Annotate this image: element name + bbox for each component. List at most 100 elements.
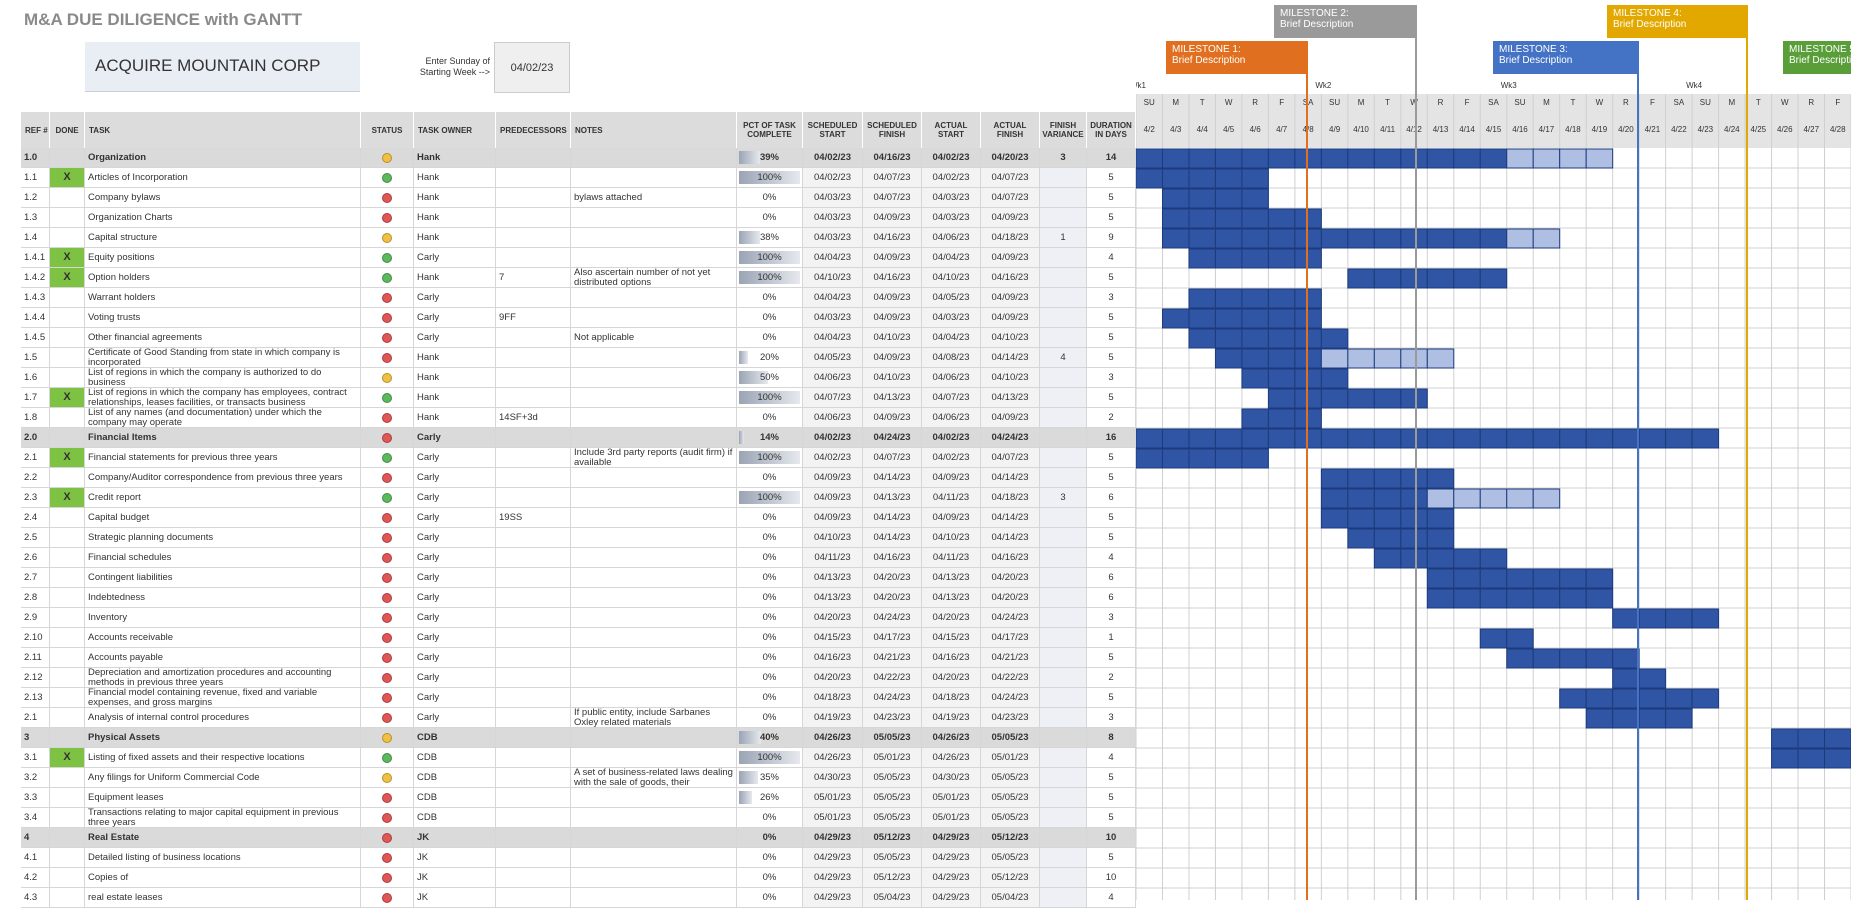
table-cell: 1.4 bbox=[21, 228, 50, 248]
gantt-cell-scheduled bbox=[1426, 228, 1455, 249]
gantt-cell-scheduled bbox=[1347, 268, 1375, 289]
table-cell bbox=[50, 628, 85, 648]
gantt-cell-scheduled bbox=[1347, 528, 1375, 549]
gantt-cell-scheduled bbox=[1426, 548, 1455, 569]
table-cell: Physical Assets bbox=[85, 728, 361, 748]
table-cell bbox=[571, 668, 737, 688]
status-dot bbox=[382, 452, 392, 463]
gantt-cell-scheduled bbox=[1638, 688, 1667, 709]
table-cell: 5 bbox=[1087, 328, 1136, 348]
column-header: FINISH VARIANCE bbox=[1040, 112, 1087, 148]
table-cell: 04/20/23 bbox=[922, 608, 981, 628]
table-cell bbox=[50, 688, 85, 708]
status-dot bbox=[382, 352, 392, 363]
table-cell: Carly bbox=[414, 548, 496, 568]
table-cell: 4 bbox=[1087, 888, 1136, 908]
status-cell bbox=[361, 408, 414, 428]
gantt-cell-scheduled bbox=[1294, 308, 1322, 329]
table-cell: 04/07/23 bbox=[981, 168, 1040, 188]
table-cell: 04/03/23 bbox=[922, 208, 981, 228]
table-cell: 5 bbox=[1087, 348, 1136, 368]
table-cell: 04/26/23 bbox=[803, 728, 863, 748]
table-cell bbox=[1040, 788, 1087, 808]
table-cell: 04/07/23 bbox=[981, 188, 1040, 208]
milestone-line bbox=[1746, 5, 1748, 900]
milestone-line bbox=[1415, 5, 1417, 900]
table-cell: 04/10/23 bbox=[922, 528, 981, 548]
gantt-cell-scheduled bbox=[1294, 368, 1322, 389]
pct-cell: 0% bbox=[737, 708, 803, 728]
gantt-cell-scheduled bbox=[1506, 588, 1534, 609]
pct-text: 0% bbox=[762, 611, 777, 623]
table-cell bbox=[1040, 308, 1087, 328]
gantt-cell-scheduled bbox=[1241, 448, 1269, 469]
table-cell: 5 bbox=[1087, 508, 1136, 528]
table-cell: 04/18/23 bbox=[981, 488, 1040, 508]
table-cell: 04/29/23 bbox=[922, 868, 981, 888]
table-cell: 04/24/23 bbox=[863, 428, 922, 448]
table-cell: 2.13 bbox=[21, 688, 50, 708]
table-cell bbox=[571, 288, 737, 308]
table-cell: 04/16/23 bbox=[803, 648, 863, 668]
table-cell: 04/07/23 bbox=[863, 448, 922, 468]
milestone: MILESTONE 1: Brief Description bbox=[1166, 41, 1308, 74]
table-cell: 04/13/23 bbox=[803, 588, 863, 608]
pct-cell: 0% bbox=[737, 508, 803, 528]
column-header: ACTUAL FINISH bbox=[981, 112, 1040, 148]
week-label: Wk4 bbox=[1686, 81, 1703, 90]
gantt-cell-scheduled bbox=[1320, 148, 1349, 169]
table-cell: 3.3 bbox=[21, 788, 50, 808]
gantt-cell-scheduled bbox=[1214, 148, 1243, 169]
gantt-cell-scheduled bbox=[1241, 188, 1269, 209]
table-cell: 04/29/23 bbox=[803, 828, 863, 848]
table-cell bbox=[571, 888, 737, 908]
day-label: R bbox=[1808, 98, 1814, 107]
table-cell bbox=[1040, 248, 1087, 268]
gantt-cell-scheduled bbox=[1691, 688, 1720, 709]
gantt-cell-scheduled bbox=[1559, 588, 1587, 609]
pct-text: 0% bbox=[762, 831, 777, 843]
column-header: TASK bbox=[85, 112, 361, 148]
company-name[interactable]: ACQUIRE MOUNTAIN CORP bbox=[85, 42, 360, 92]
pct-text: 0% bbox=[762, 871, 777, 883]
table-cell: 05/01/23 bbox=[922, 788, 981, 808]
status-cell bbox=[361, 368, 414, 388]
table-cell bbox=[1040, 448, 1087, 468]
table-cell: 04/03/23 bbox=[803, 308, 863, 328]
gantt-cell-scheduled bbox=[1665, 708, 1693, 729]
table-cell: Carly bbox=[414, 608, 496, 628]
table-cell: Articles of Incorporation bbox=[85, 168, 361, 188]
status-dot bbox=[382, 652, 392, 663]
table-cell bbox=[496, 188, 571, 208]
gantt-cell-variance bbox=[1479, 488, 1508, 509]
table-cell bbox=[496, 588, 571, 608]
milestone-title: MILESTONE 4: bbox=[1613, 8, 1682, 19]
table-cell: Hank bbox=[414, 208, 496, 228]
gantt-cell-scheduled bbox=[1506, 648, 1534, 669]
gantt-cell-variance bbox=[1559, 148, 1587, 169]
gantt-cell-variance bbox=[1506, 228, 1534, 249]
gantt-cell-scheduled bbox=[1453, 148, 1481, 169]
status-cell bbox=[361, 308, 414, 328]
gantt-cell-scheduled bbox=[1506, 428, 1534, 449]
status-cell bbox=[361, 348, 414, 368]
start-date[interactable]: 04/02/23 bbox=[494, 42, 570, 93]
table-cell: Carly bbox=[414, 328, 496, 348]
gantt-cell-scheduled bbox=[1241, 148, 1269, 169]
status-dot bbox=[382, 732, 392, 743]
gantt-cell-scheduled bbox=[1638, 708, 1667, 729]
table-cell: 2.9 bbox=[21, 608, 50, 628]
gantt-cell-scheduled bbox=[1241, 248, 1269, 269]
pct-text: 0% bbox=[762, 191, 777, 203]
gantt-cell-scheduled bbox=[1506, 568, 1534, 589]
table-cell bbox=[496, 328, 571, 348]
table-cell: 04/26/23 bbox=[922, 748, 981, 768]
gantt-cell-scheduled bbox=[1532, 428, 1561, 449]
table-cell bbox=[496, 548, 571, 568]
status-dot bbox=[382, 672, 392, 683]
table-cell bbox=[496, 628, 571, 648]
table-cell: Carly bbox=[414, 588, 496, 608]
gantt-cell-scheduled bbox=[1214, 448, 1243, 469]
table-cell: Hank bbox=[414, 388, 496, 408]
column-header: SCHEDULED FINISH bbox=[863, 112, 922, 148]
